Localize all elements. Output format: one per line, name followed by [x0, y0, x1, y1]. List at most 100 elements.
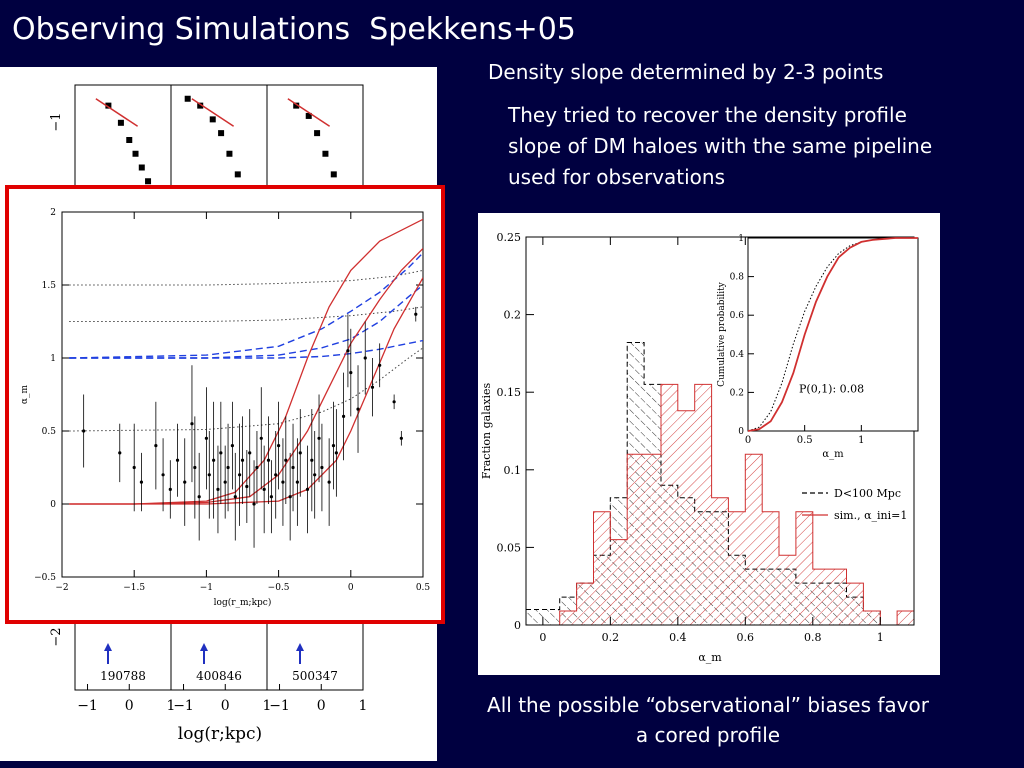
alpha-y-tick-label: 1.5: [42, 281, 57, 291]
data-point: [284, 458, 288, 462]
mini-data-point: [145, 178, 152, 185]
data-point: [291, 465, 295, 470]
data-point: [82, 429, 86, 433]
data-point: [238, 473, 242, 477]
mini-x-tick-label: 0: [317, 698, 326, 714]
mini-data-point: [184, 95, 191, 102]
mini-data-point: [132, 150, 139, 157]
hist-x-tick-label: 0.2: [602, 631, 620, 644]
inset-y-tick-label: 0.4: [730, 350, 745, 360]
alpha-vs-radius-chart: −2 −1.5 −1 −0.5 0 0.5 −0.5 0 0.5 1 1.5 2 log(r_m;kpc…: [5, 185, 445, 624]
mini-fit-line: [95, 98, 139, 127]
alpha-x-axis-label: log(r_m;kpc): [214, 597, 272, 608]
histogram-bar: [694, 384, 712, 625]
histogram-bar: [897, 611, 914, 625]
data-point: [183, 480, 187, 484]
data-point: [197, 495, 201, 499]
histogram-bar: [863, 611, 881, 625]
alpha-x-tick-label: 0: [348, 583, 354, 593]
data-point: [207, 473, 211, 477]
hist-y-tick-label: 0: [514, 619, 521, 632]
data-point: [298, 451, 302, 455]
data-point: [266, 458, 271, 462]
mini-y-tick-label: −1: [49, 112, 64, 131]
mini-data-point: [330, 171, 337, 178]
histogram-bar: [711, 497, 729, 625]
hist-x-tick-label: 0.6: [737, 631, 755, 644]
data-point: [230, 444, 234, 448]
fraction-histogram-svg: 0 0.2 0.4 0.6 0.8 1 0 0.05 0.1 0.15 0.2 0.25 α_m Frac…: [480, 231, 919, 664]
hist-y-tick-label: 0.25: [497, 231, 522, 244]
data-point: [346, 349, 350, 353]
histogram-bar: [812, 569, 830, 625]
blue-arrowhead-icon: [200, 643, 208, 651]
histogram-bar: [846, 583, 864, 625]
data-point: [327, 480, 331, 484]
data-point: [193, 465, 197, 470]
data-point: [320, 465, 324, 470]
alpha-y-axis-label: α_m: [20, 384, 30, 404]
data-point: [168, 487, 172, 491]
histogram-bar: [559, 611, 577, 625]
alpha-x-tick-label: 0.5: [416, 583, 431, 593]
data-point: [281, 480, 285, 484]
hist-y-tick-label: 0.15: [497, 386, 522, 399]
data-point: [349, 371, 353, 375]
mini-data-point: [105, 102, 112, 109]
hist-y-tick-label: 0.1: [504, 464, 522, 477]
inset-x-tick-label: 0.5: [797, 435, 813, 446]
mini-panel-label: 400846: [196, 669, 242, 683]
mini-data-point: [117, 119, 124, 126]
hist-x-tick-label: 0.4: [669, 631, 687, 644]
histogram-bar: [644, 454, 661, 625]
note-density-slope: Density slope determined by 2-3 points: [488, 60, 884, 84]
data-point: [212, 458, 216, 462]
data-point: [226, 465, 230, 470]
alpha-y-tick-label: −0.5: [34, 573, 56, 583]
inset-y-axis-label: Cumulative probability: [717, 281, 727, 387]
dotted-model-curve: [69, 269, 423, 286]
alpha-x-tick-label: −1: [200, 583, 213, 593]
histogram-bar: [779, 555, 796, 625]
data-point: [190, 422, 194, 426]
hist-y-axis-label: Fraction galaxies: [480, 382, 493, 479]
data-point: [356, 407, 360, 411]
data-point: [331, 444, 336, 448]
mini-x-tick-label: −1: [173, 698, 194, 714]
legend-label: sim., α_ini=1: [834, 509, 907, 522]
note-recover-slope: They tried to recover the density profil…: [508, 103, 933, 189]
data-point: [223, 480, 227, 484]
mini-x-tick-label: 1: [359, 698, 368, 714]
histogram-bar: [677, 410, 695, 625]
histogram-bar: [660, 384, 678, 625]
slide-title: Observing Simulations Spekkens+05: [12, 12, 576, 47]
data-point: [132, 465, 136, 470]
inset-x-tick-label: 1: [858, 435, 864, 446]
data-point: [262, 487, 266, 491]
data-point: [317, 436, 321, 440]
data-point: [259, 436, 263, 440]
data-point: [219, 451, 223, 455]
inset-frame: [747, 237, 919, 432]
alpha-y-tick-label: 1: [50, 354, 56, 364]
alpha-plot-area: [69, 218, 423, 548]
data-point: [363, 356, 367, 360]
data-point: [295, 480, 299, 484]
note-observational-biases: All the possible “observational” biases …: [487, 693, 929, 747]
data-point: [341, 414, 346, 418]
data-point: [277, 444, 281, 448]
inset-cdf-line: [747, 237, 918, 432]
red-model-curve: [69, 218, 423, 505]
data-point: [240, 458, 245, 462]
blue-dashed-model-curve: [69, 339, 423, 359]
hist-x-tick-label: 1: [877, 631, 884, 644]
red-model-curve: [69, 277, 423, 505]
data-point: [118, 451, 122, 455]
data-point: [288, 495, 292, 499]
histogram-bar: [795, 511, 813, 625]
inset-y-tick-label: 0.6: [730, 311, 745, 321]
histogram-bar: [526, 609, 543, 625]
dotted-model-curve: [69, 347, 423, 432]
data-point: [274, 473, 278, 477]
mini-x-tick-label: 0: [221, 698, 230, 714]
